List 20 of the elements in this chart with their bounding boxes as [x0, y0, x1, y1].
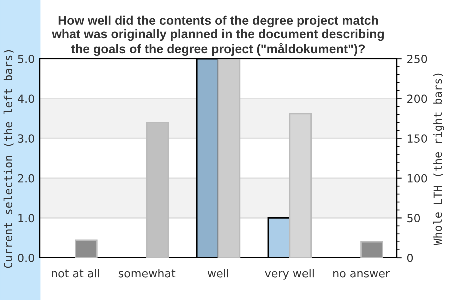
y-tick-label: 2.0 — [18, 174, 34, 183]
y2-tick-label: 0 — [407, 254, 414, 262]
y2-tick-label: 50 — [408, 214, 420, 223]
x-tick-label: no answer — [334, 271, 390, 278]
y-tick-label: 3.0 — [18, 134, 34, 143]
y2-tick-label: 150 — [408, 134, 428, 143]
y-axis-title: Current selection (the left bars) — [4, 50, 14, 268]
chart-title: How well did the contents of the degree project match what was originally planned in the document describing the goals of the degree project ("måldokument")? — [52, 16, 384, 56]
y-tick-label: 1.0 — [18, 214, 34, 223]
x-tick-label: very well — [265, 269, 314, 280]
y2-axis-title: Whole LTH (the right bars) — [433, 74, 444, 246]
x-tick-label: well — [208, 269, 229, 278]
y2-tick-label: 100 — [408, 174, 428, 183]
y-tick-label: 0.0 — [18, 254, 34, 262]
x-tick-label: not at all — [52, 269, 100, 278]
x-tick-label: somewhat — [118, 269, 176, 278]
y-tick-label: 5.0 — [18, 54, 34, 64]
y-tick-label: 4.0 — [18, 94, 34, 104]
y2-tick-label: 250 — [408, 54, 428, 64]
y2-tick-label: 200 — [408, 94, 428, 104]
